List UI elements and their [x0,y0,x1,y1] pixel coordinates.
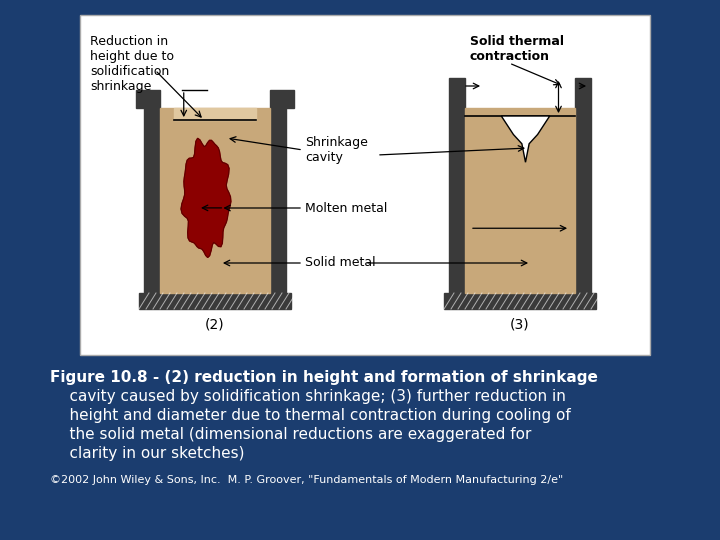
Bar [80,15,650,355]
Bar [270,108,286,293]
Text: Solid metal: Solid metal [305,256,376,269]
Bar [465,108,575,293]
Bar [174,108,256,120]
Text: Molten metal: Molten metal [305,201,387,214]
Text: (2): (2) [205,317,225,331]
Bar [575,78,591,293]
Bar [136,90,160,108]
Bar [270,90,294,108]
Text: height and diameter due to thermal contraction during cooling of: height and diameter due to thermal contr… [50,408,571,423]
Bar [449,78,465,293]
Text: Figure 10.8 - (2) reduction in height and formation of shrinkage: Figure 10.8 - (2) reduction in height an… [50,370,598,385]
Text: Reduction in
height due to
solidification
shrinkage: Reduction in height due to solidificatio… [90,35,174,93]
Text: clarity in our sketches): clarity in our sketches) [50,446,245,461]
Text: Shrinkage
cavity: Shrinkage cavity [305,136,368,164]
Polygon shape [181,138,231,258]
Bar [444,293,596,309]
Bar [144,108,160,293]
Bar [160,108,270,293]
Bar [139,293,291,309]
Text: Solid thermal
contraction: Solid thermal contraction [470,35,564,63]
Polygon shape [501,116,549,162]
Text: ©2002 John Wiley & Sons, Inc.  M. P. Groover, "Fundamentals of Modern Manufactur: ©2002 John Wiley & Sons, Inc. M. P. Groo… [50,475,563,485]
Text: (3): (3) [510,317,530,331]
Text: cavity caused by solidification shrinkage; (3) further reduction in: cavity caused by solidification shrinkag… [50,389,566,404]
Text: the solid metal (dimensional reductions are exaggerated for: the solid metal (dimensional reductions … [50,427,531,442]
